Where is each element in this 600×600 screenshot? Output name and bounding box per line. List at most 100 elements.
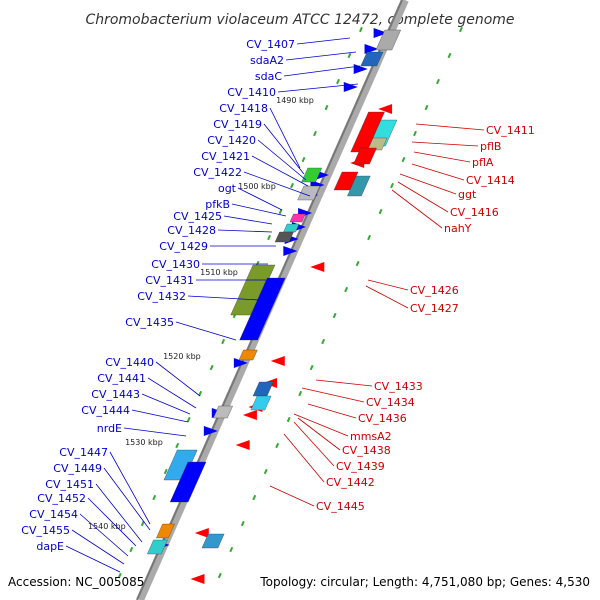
left-leader-line	[141, 393, 191, 415]
left-gene-label: CV_1418	[219, 102, 268, 115]
left-leader-line	[65, 545, 121, 573]
right-leader-line	[307, 403, 357, 419]
forward-gene-block	[283, 223, 300, 233]
forward-gene-block	[289, 213, 306, 223]
forward-gene-arrow	[283, 246, 298, 256]
gc-dot	[401, 156, 406, 163]
forward-gene-arrow	[343, 82, 358, 92]
gc-dot	[301, 156, 306, 163]
left-leader-line	[269, 107, 301, 169]
label-leaders	[65, 37, 485, 573]
right-gene-label: CV_1414	[466, 174, 515, 187]
left-gene-label: CV_1435	[125, 316, 174, 329]
gc-dot	[152, 494, 157, 501]
reverse-gene-arrow	[378, 104, 393, 114]
gc-dot	[459, 26, 463, 33]
reverse-gene-block	[353, 147, 377, 165]
left-gene-label: CV_1447	[59, 446, 108, 459]
tick-label: 1520 kbp	[163, 352, 201, 361]
gc-dot	[355, 260, 360, 267]
left-gene-label: CV_1431	[145, 274, 194, 287]
left-leader-line	[71, 529, 125, 565]
forward-gene-block	[156, 523, 175, 539]
left-leader-line	[79, 513, 129, 557]
gc-dot	[367, 234, 372, 241]
left-gene-label: CV_1449	[53, 462, 102, 475]
left-gene-labels: CV_1407 sdaA2 sdaC CV_1410 CV_1418 CV_1419 CV_…	[21, 38, 295, 553]
reverse-gene-block	[252, 381, 274, 397]
right-leader-line	[315, 379, 373, 387]
gc-dot	[309, 364, 314, 371]
gc-dot	[359, 26, 363, 33]
right-gene-label: CV_1411	[486, 124, 535, 137]
genome-summary-text: Topology: circular; Length: 4,751,080 bp…	[259, 575, 590, 589]
reverse-gene-arrow	[235, 440, 250, 450]
right-gene-label: CV_1438	[342, 444, 391, 457]
left-gene-label: CV_1440	[105, 356, 154, 369]
right-gene-label: CV_1434	[366, 396, 415, 409]
left-leader-line	[175, 321, 237, 341]
left-leader-line	[155, 361, 201, 397]
right-leader-line	[399, 173, 457, 195]
gc-dot	[186, 416, 191, 423]
gc-dot	[209, 364, 214, 371]
reverse-gene-block	[201, 533, 225, 549]
right-gene-label: nahY	[444, 222, 472, 235]
right-leader-line	[367, 279, 409, 291]
right-gene-label: mmsA2	[350, 430, 392, 443]
left-gene-label: CV_1455	[21, 524, 70, 537]
left-leader-line	[277, 83, 359, 93]
left-leader-line	[103, 467, 151, 531]
reverse-gene-block	[347, 175, 371, 197]
gc-dot	[347, 52, 352, 59]
gc-dot	[436, 78, 440, 85]
gc-dot	[332, 312, 337, 319]
reverse-gene-arrow	[194, 528, 209, 538]
right-gene-label: CV_1436	[358, 412, 407, 425]
gc-dot	[298, 390, 303, 397]
right-gene-label: CV_1433	[374, 380, 423, 393]
gc-dot	[263, 468, 268, 475]
forward-gene-block	[301, 167, 323, 183]
left-leader-line	[251, 155, 309, 187]
forward-gene-block	[239, 277, 286, 341]
gc-dot	[321, 338, 326, 345]
gc-dot	[413, 130, 417, 137]
right-gene-label: CV_1442	[326, 476, 375, 489]
left-leader-line	[187, 295, 261, 301]
gene-features	[147, 28, 401, 584]
tick-label: 1530 kbp	[125, 438, 163, 447]
gc-dot	[344, 286, 349, 293]
gc-dot	[217, 572, 222, 579]
tick-label: 1540 kbp	[88, 522, 126, 531]
gc-dot	[313, 130, 317, 137]
right-gene-label: CV_1426	[410, 284, 459, 297]
left-gene-label: pfkB	[205, 198, 230, 211]
right-gene-label: CV_1416	[450, 206, 499, 219]
left-gene-label: CV_1421	[201, 150, 250, 163]
left-gene-label: CV_1451	[45, 478, 94, 491]
kbp-ticks: 1490 kbp 1500 kbp 1510 kbp 1520 kbp 1530 kbp…	[88, 96, 314, 531]
left-leader-line	[296, 37, 351, 45]
gc-dot	[221, 338, 226, 345]
gc-dot	[240, 520, 245, 527]
right-leader-line	[365, 285, 409, 309]
left-gene-label: ogt	[218, 182, 237, 195]
right-leader-line	[301, 387, 365, 403]
right-leader-line	[297, 417, 341, 451]
forward-gene-block	[147, 539, 168, 555]
gc-dot	[252, 494, 257, 501]
right-gene-label: CV_1445	[316, 500, 365, 513]
right-leader-line	[397, 181, 449, 213]
reverse-gene-arrow	[270, 356, 285, 366]
forward-gene-block	[169, 461, 207, 503]
left-gene-label: CV_1420	[207, 134, 256, 147]
forward-gene-block	[375, 29, 401, 51]
right-gene-label: pflA	[472, 156, 494, 169]
left-leader-line	[285, 51, 357, 61]
tick-label: 1510 kbp	[200, 268, 238, 277]
left-gene-label: CV_1432	[137, 290, 186, 303]
gc-dot	[275, 442, 280, 449]
tick-label: 1490 kbp	[276, 96, 314, 105]
